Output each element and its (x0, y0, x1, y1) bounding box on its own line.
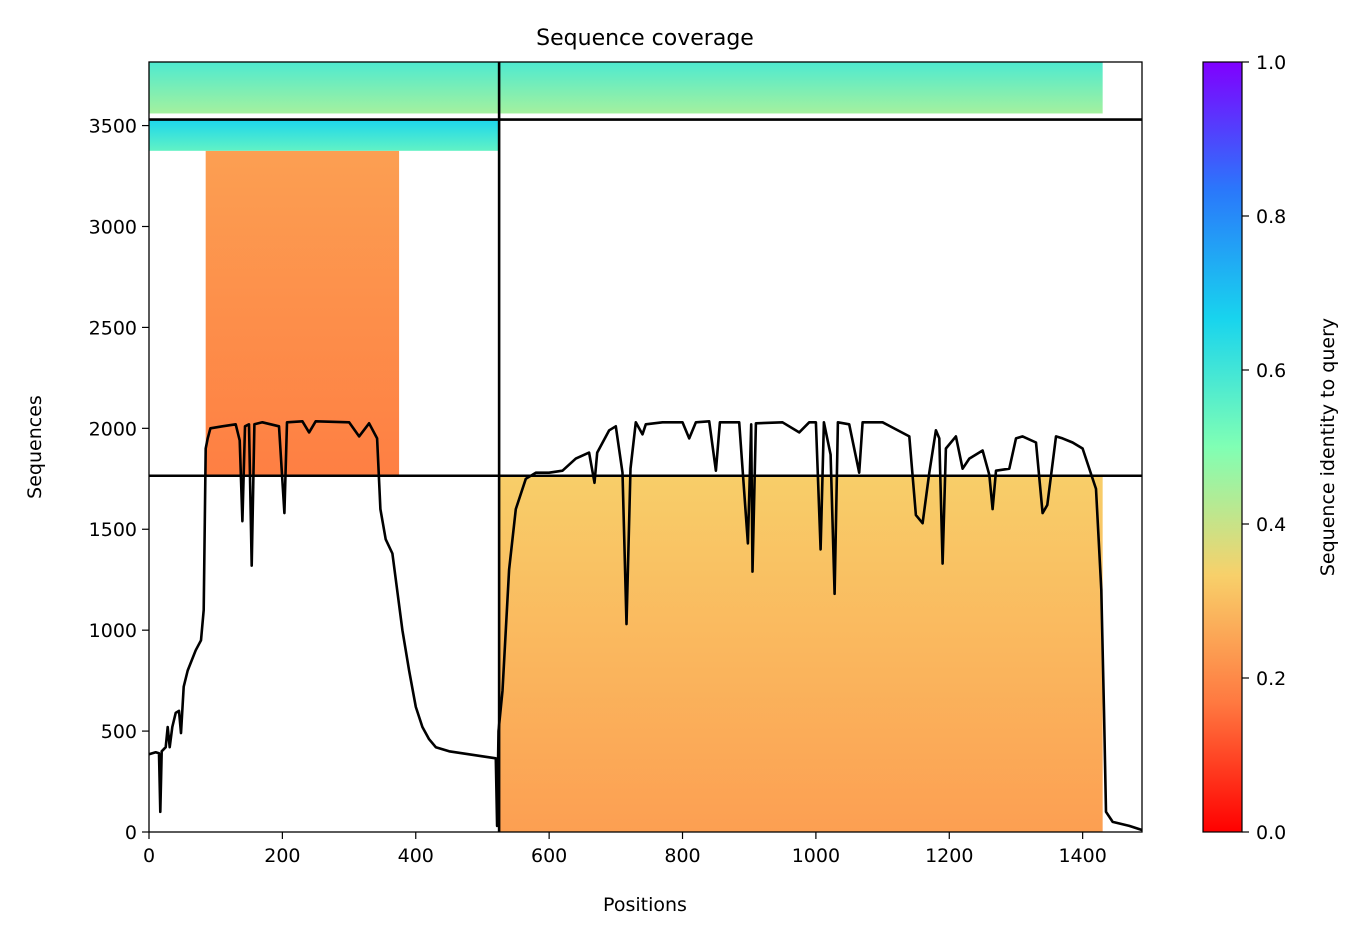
y-tick-label: 2000 (89, 418, 137, 440)
chart-title: Sequence coverage (536, 26, 754, 51)
coverage-line-layer (148, 420, 1143, 832)
y-tick-label: 2500 (89, 317, 137, 339)
colorbar-tick-label: 0.0 (1256, 822, 1286, 844)
coverage-heatmap (149, 62, 1103, 832)
heatmap-block-domain2-aligned (499, 475, 1103, 832)
y-axis-ticks: 0 500 1000 1500 2000 2500 3000 3500 (89, 116, 149, 844)
x-tick-label: 800 (664, 845, 700, 867)
heatmap-block-fullseq-right (499, 62, 1103, 114)
colorbar-tick-label: 0.8 (1256, 206, 1286, 228)
colorbar-tick-label: 0.6 (1256, 360, 1286, 382)
heatmap-block-fullseq-left (149, 62, 500, 114)
x-axis-label: Positions (603, 894, 687, 916)
x-tick-label: 1400 (1058, 845, 1106, 867)
x-tick-label: 600 (531, 845, 567, 867)
colorbar-label: Sequence identity to query (1317, 318, 1339, 576)
y-tick-label: 3000 (89, 216, 137, 238)
y-tick-label: 0 (125, 822, 137, 844)
y-axis-label: Sequences (24, 395, 46, 499)
y-tick-label: 500 (101, 721, 137, 743)
x-axis-ticks: 0 200 400 600 800 1000 1200 1400 (143, 832, 1107, 867)
x-tick-label: 1200 (925, 845, 973, 867)
colorbar-ticks: 0.0 0.2 0.4 0.6 0.8 1.0 (1242, 52, 1286, 844)
y-tick-label: 1000 (89, 620, 137, 642)
x-tick-label: 1000 (792, 845, 840, 867)
plot-frame (148, 61, 1143, 833)
y-tick-label: 3500 (89, 116, 137, 138)
colorbar-tick-label: 0.2 (1256, 668, 1286, 690)
colorbar-tick-label: 0.4 (1256, 514, 1286, 536)
colorbar: 0.0 0.2 0.4 0.6 0.8 1.0 Sequence identity to … (1202, 52, 1339, 844)
y-tick-label: 1500 (89, 519, 137, 541)
x-tick-label: 400 (398, 845, 434, 867)
heatmap-block-domain1-high (149, 119, 500, 151)
coverage-line (148, 420, 1143, 832)
x-tick-label: 0 (143, 845, 155, 867)
colorbar-tick-label: 1.0 (1256, 52, 1286, 74)
x-tick-label: 200 (264, 845, 300, 867)
domain-boundaries (149, 62, 1142, 832)
colorbar-gradient (1202, 61, 1243, 833)
